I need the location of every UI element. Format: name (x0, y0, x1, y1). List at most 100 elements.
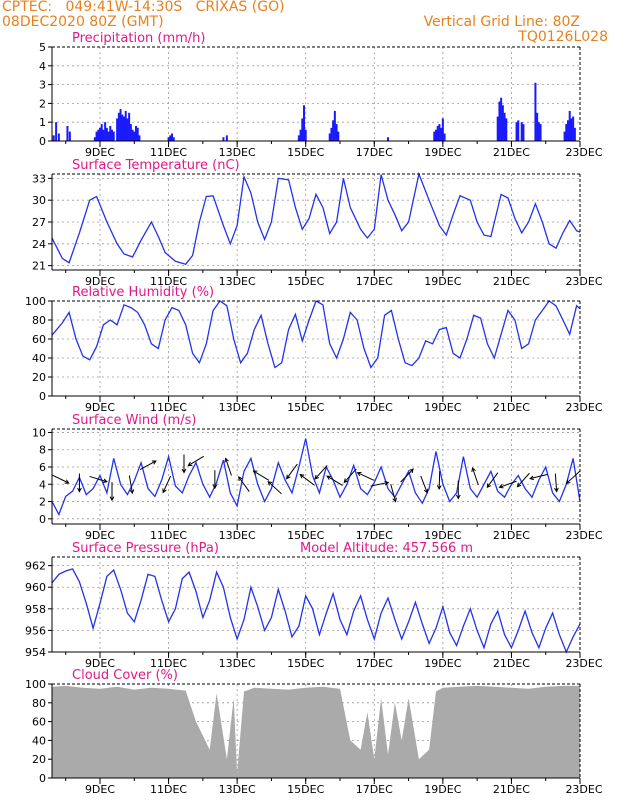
x-tick-label: 9DEC (85, 783, 115, 796)
wind-arrow-head (565, 479, 571, 485)
precip-bar (539, 124, 542, 141)
precip-bar (440, 127, 443, 141)
precip-bar (124, 110, 127, 141)
wind-arrow-head (286, 474, 291, 480)
precip-bar (337, 131, 340, 141)
x-tick-label: 21DEC (493, 529, 530, 542)
precip-bar (297, 135, 300, 141)
precip-bar (117, 112, 120, 141)
wind-arrow (224, 457, 232, 476)
header-date: 08DEC2020 80Z (GMT) (2, 14, 164, 30)
x-tick-label: 17DEC (356, 529, 393, 542)
panel-5: Surface Pressure (hPa) Model Altitude: 45… (25, 541, 603, 670)
x-tick-label: 21DEC (493, 275, 530, 288)
x-tick-label: 9DEC (85, 529, 115, 542)
precip-bar (498, 101, 501, 141)
x-tick-label: 17DEC (356, 146, 393, 159)
y-tick-label: 962 (25, 560, 46, 573)
precip-bar (572, 116, 575, 141)
y-tick-label: 40 (32, 352, 46, 365)
precip-bar (522, 124, 525, 141)
wind-arrow (89, 475, 108, 484)
wind-arrow (162, 475, 172, 494)
x-tick-label: 21DEC (493, 146, 530, 159)
x-tick-label: 15DEC (287, 401, 324, 414)
wind-arrow (286, 463, 298, 480)
wind-arrow (326, 475, 343, 486)
x-tick-label: 17DEC (356, 657, 393, 670)
wind-arrow-head (77, 487, 82, 493)
wind-arrow-head (516, 482, 522, 488)
x-tick-label: 23DEC (565, 657, 602, 670)
precip-bar (100, 124, 103, 141)
wind-arrow-shaft (267, 481, 282, 495)
x-tick-label: 11DEC (150, 657, 187, 670)
wind-arrow-head (252, 470, 258, 475)
panel-3: Relative Humidity (%) 0 20 40 60 80 100 9DEC 11D… (25, 285, 603, 414)
precip-bar (436, 125, 439, 141)
wind-arrow-head (436, 485, 442, 490)
precip-bar (433, 131, 436, 141)
y-tick-label: 2 (39, 496, 46, 509)
y-tick-label: 960 (25, 581, 46, 594)
x-tick-label: 19DEC (424, 401, 461, 414)
precip-bar (111, 129, 113, 141)
x-tick-label: 21DEC (493, 657, 530, 670)
precip-bar (172, 137, 175, 141)
panel-6: Cloud Cover (%) 0 20 40 60 80 100 9DEC 11DEC 13DE… (25, 668, 603, 796)
wind-arrow-shaft (225, 458, 232, 476)
precip-bar (505, 118, 508, 141)
precip-bar (112, 131, 115, 141)
wind-arrow (187, 455, 204, 467)
wind-arrow (471, 466, 479, 486)
wind-arrow (109, 482, 115, 502)
panel-subtitle: Model Altitude: 457.566 m (300, 541, 473, 556)
wind-arrow-shaft (299, 474, 315, 486)
y-tick-label: 21 (32, 260, 46, 273)
precip-bar (136, 127, 139, 141)
panel-title: Precipitation (mm/h) (72, 31, 205, 46)
panel-4: Surface Wind (m/s) 0 2 4 6 8 10 9DEC 11DEC 13DEC 1… (32, 413, 603, 542)
wind-arrow (343, 468, 357, 484)
precip-bar (222, 137, 225, 141)
y-tick-label: 60 (32, 333, 46, 346)
panel-title: Cloud Cover (%) (72, 668, 178, 683)
wind-arrow (400, 468, 414, 483)
wind-arrow-shaft (499, 480, 517, 488)
wind-arrow (212, 470, 218, 490)
wind-arrow-shaft (566, 470, 581, 484)
wind-arrow-shaft (89, 475, 108, 483)
precip-bar (126, 118, 129, 141)
x-tick-label: 23DEC (565, 401, 602, 414)
precip-bar (570, 118, 573, 141)
precip-bar (135, 125, 137, 141)
x-tick-label: 11DEC (150, 401, 187, 414)
y-tick-label: 20 (32, 371, 46, 384)
panel-title: Relative Humidity (%) (72, 285, 214, 300)
precip-bar (573, 127, 576, 141)
wind-arrow-head (326, 475, 332, 480)
precip-bar (138, 135, 141, 141)
precip-bar (565, 124, 568, 141)
panel-2: Surface Temperature (nC) 21 24 27 30 33 9DEC 11… (32, 158, 603, 288)
y-tick-label: 10 (32, 426, 46, 439)
wind-arrow-head (455, 494, 461, 500)
precip-bar (520, 122, 523, 141)
wind-arrow-shaft (370, 481, 389, 487)
cloud-cover-area (52, 685, 580, 778)
precip-bar (537, 122, 540, 141)
y-tick-label: 100 (25, 295, 46, 308)
wind-arrow-shaft (238, 476, 250, 492)
wind-arrow-head (299, 473, 305, 479)
wind-arrow-head (151, 460, 157, 465)
wind-arrow (436, 470, 442, 490)
x-tick-label: 21DEC (493, 783, 530, 796)
precip-bar (131, 129, 134, 141)
wind-arrow-shaft (438, 470, 441, 489)
wind-arrow (314, 465, 328, 480)
wind-arrow-shaft (162, 475, 172, 493)
x-tick-label: 19DEC (424, 146, 461, 159)
wind-arrow-head (267, 480, 273, 486)
precip-bar (121, 114, 124, 141)
precip-bar (443, 133, 446, 141)
